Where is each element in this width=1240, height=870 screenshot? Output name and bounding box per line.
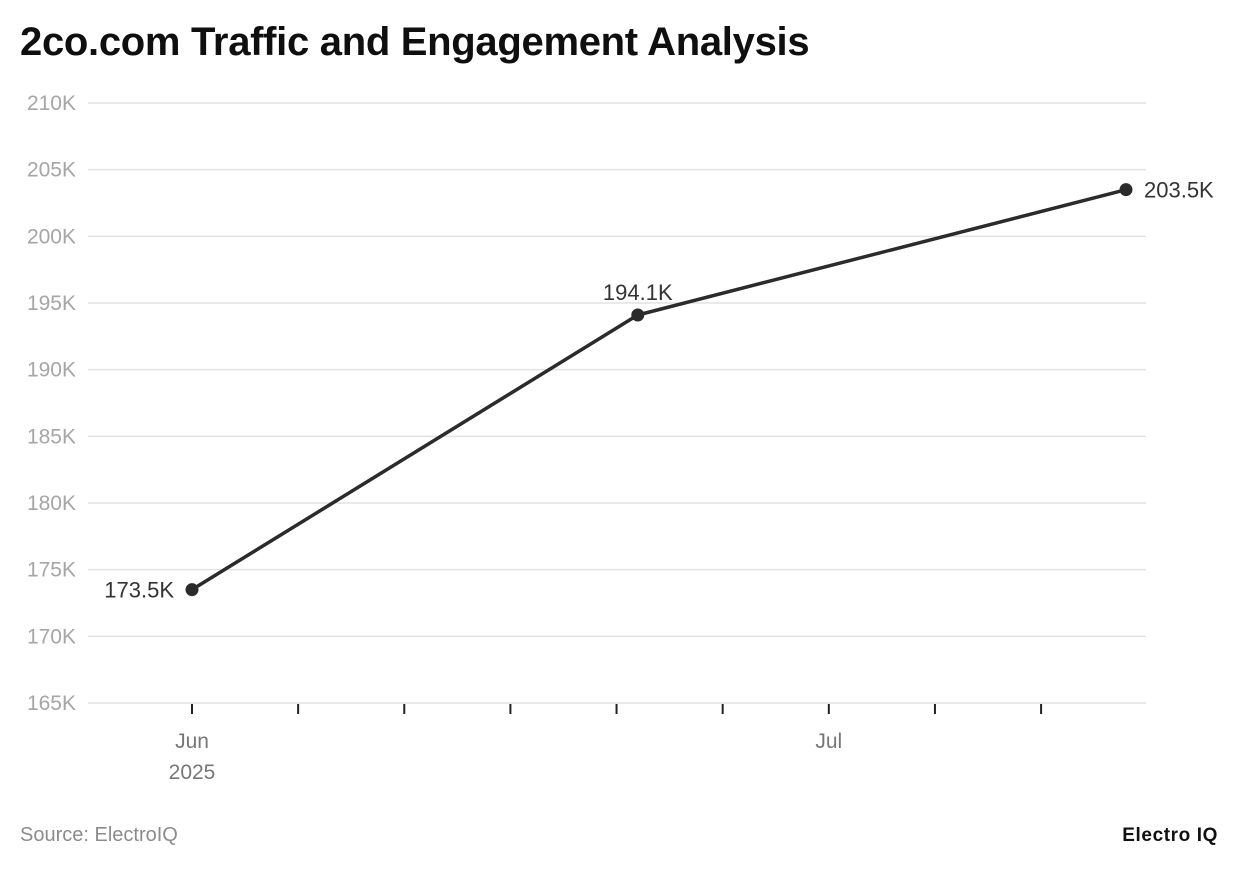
x-tick-label: Jun: [175, 730, 209, 753]
data-point: [185, 583, 199, 597]
data-label: 173.5K: [104, 578, 174, 603]
data-label: 194.1K: [603, 280, 673, 305]
y-tick-label: 175K: [27, 559, 76, 582]
source-note: Source: ElectroIQ: [20, 824, 178, 846]
data-label: 203.5K: [1144, 178, 1214, 203]
y-tick-label: 205K: [27, 159, 76, 182]
x-tick-label: Jul: [815, 730, 842, 753]
y-tick-label: 185K: [27, 425, 76, 448]
x-tick-label: 2025: [169, 761, 216, 784]
y-tick-label: 180K: [27, 492, 76, 515]
y-tick-label: 165K: [27, 692, 76, 715]
y-tick-label: 210K: [27, 92, 76, 115]
data-point: [1119, 183, 1133, 197]
y-tick-label: 200K: [27, 225, 76, 248]
series-line: [190, 187, 1128, 592]
y-tick-label: 195K: [27, 292, 76, 315]
chart-title: 2co.com Traffic and Engagement Analysis: [20, 20, 810, 64]
brand-logo: Electro IQ: [1122, 825, 1218, 846]
data-point: [631, 308, 645, 322]
y-tick-label: 170K: [27, 625, 76, 648]
y-tick-label: 190K: [27, 359, 76, 382]
